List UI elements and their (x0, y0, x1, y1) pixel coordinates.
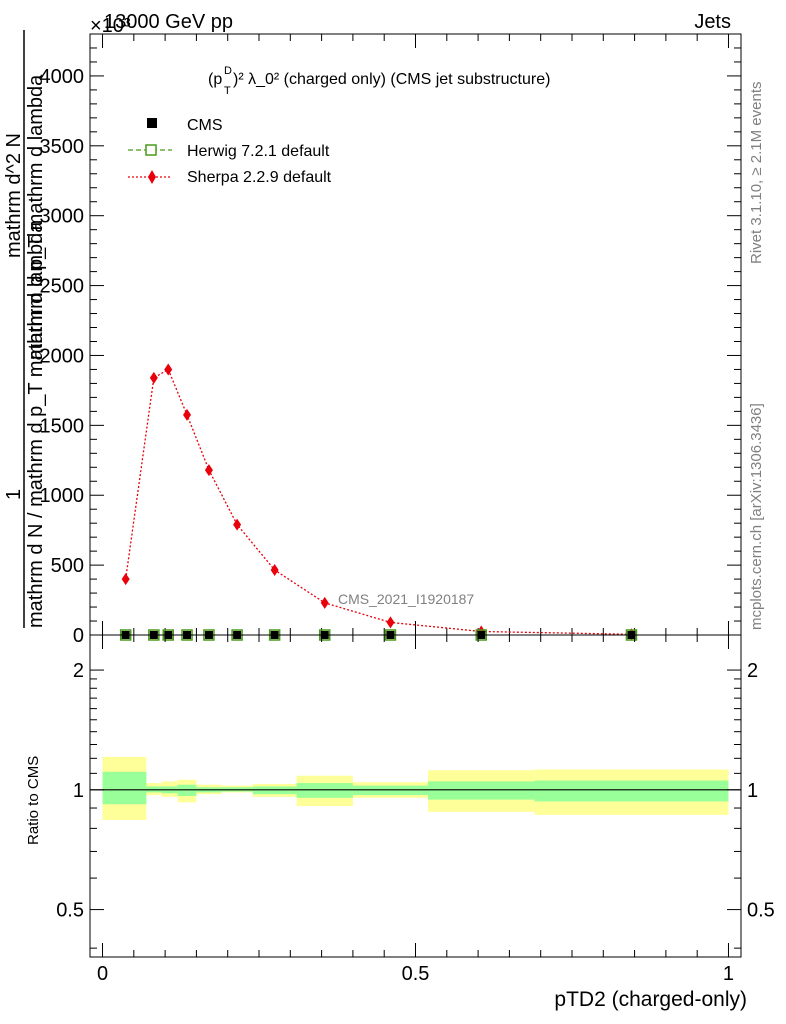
sherpa-point (233, 518, 242, 531)
plot-title: (p D T )² λ_0² (charged only) (CMS jet s… (208, 65, 550, 97)
ratio-y-tick-label: 1 (73, 780, 84, 802)
plot-title-sup: D (224, 65, 232, 77)
ylabel-one: 1 (3, 489, 25, 500)
sherpa-point (204, 464, 213, 477)
y-tick-label: 1500 (40, 415, 85, 437)
sherpa-point (183, 408, 192, 421)
ratio-ylabel: Ratio to CMS (25, 756, 42, 845)
category-label: Jets (694, 11, 731, 33)
y-tick-label: 2500 (40, 276, 85, 298)
ratio-y-tick-label: 2 (73, 660, 84, 682)
sherpa-point (121, 573, 130, 586)
y-tick-label: 3000 (40, 206, 85, 228)
plot-title-rest: )² λ_0² (charged only) (CMS jet substruc… (233, 71, 550, 88)
exponent-label: ×10³ (90, 15, 131, 37)
legend-sherpa-label: Sherpa 2.2.9 default (187, 169, 332, 186)
x-axis-label: pTD2 (charged-only) (554, 988, 747, 1011)
ratio-y-tick-label-right: 0.5 (747, 900, 775, 922)
legend-sherpa-marker (148, 170, 156, 184)
y-tick-label: 500 (51, 555, 84, 577)
x-tick-label: 1 (723, 963, 734, 985)
legend-herwig-marker (145, 144, 157, 156)
sherpa-point (164, 363, 173, 376)
energy-label: 13000 GeV pp (104, 11, 233, 33)
sherpa-point (386, 616, 395, 629)
ylabel-line1: mathrm d N / mathrm d p_T mathrm d lambd… (25, 221, 47, 628)
y-tick-label: 1000 (40, 485, 85, 507)
x-tick-label: 0 (97, 963, 108, 985)
legend-herwig-label: Herwig 7.2.1 default (187, 143, 330, 160)
ratio-y-tick-label-right: 1 (747, 780, 758, 802)
plot-title-main: (p (208, 71, 222, 88)
y-tick-label: 2000 (40, 345, 85, 367)
ratio-band-inner (428, 781, 535, 800)
y-tick-label: 0 (73, 625, 84, 647)
plot-title-sub: T (224, 85, 231, 97)
legend-cms-marker (147, 118, 157, 128)
analysis-watermark: CMS_2021_I1920187 (338, 591, 474, 607)
main-ylabel: 1 mathrm d N / mathrm d p_T mathrm d lam… (3, 30, 47, 628)
legend: CMS Herwig 7.2.1 default Sherpa 2.2.9 de… (128, 117, 332, 186)
x-tick-label: 0.5 (402, 963, 430, 985)
ylabel-line2: mathrm d^2 N (3, 133, 25, 258)
ratio-y-tick-label: 0.5 (56, 900, 84, 922)
x-tick-labels: 0 0.5 1 (97, 963, 734, 985)
legend-cms-label: CMS (187, 117, 223, 134)
ratio-band-inner (534, 780, 729, 802)
ratio-bands (102, 756, 729, 820)
ratio-band-inner (102, 771, 147, 805)
main-axis-ticks: 0 500 1000 1500 2000 2500 3000 3500 4000 (40, 33, 741, 647)
rivet-label: Rivet 3.1.10, ≥ 2.1M events (748, 82, 765, 265)
sherpa-point (320, 596, 329, 609)
sherpa-point (149, 371, 158, 384)
y-tick-label: 3500 (40, 136, 85, 158)
y-tick-label: 4000 (40, 66, 85, 88)
mcplots-label: mcplots.cern.ch [arXiv:1306.3436] (748, 403, 765, 630)
ratio-axis-ticks: 0.5 0.5 1 1 2 2 (56, 635, 775, 957)
ratio-y-tick-label-right: 2 (747, 660, 758, 682)
sherpa-point (270, 564, 279, 577)
ylabel-line2b: mathrm d p_T mathrm d lambda (25, 74, 47, 360)
